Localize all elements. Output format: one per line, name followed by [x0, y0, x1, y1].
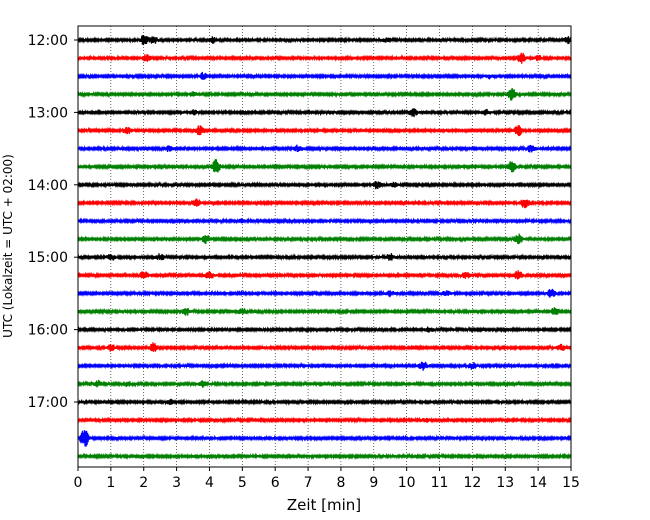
x-axis-ticks: 0 1 2 3 4 5 6 7 8 9 10 11 12 13 14 15	[74, 467, 580, 491]
seismogram-trace	[77, 288, 572, 298]
x-tick-label: 13	[496, 475, 514, 491]
seismogram-trace	[77, 125, 572, 137]
seismogram-trace	[77, 253, 572, 262]
seismogram-trace	[77, 88, 572, 101]
seismogram-trace	[77, 452, 572, 461]
x-tick-label: 6	[271, 475, 280, 491]
y-tick-label: 13:00	[28, 105, 68, 121]
seismogram-trace	[77, 325, 572, 334]
seismogram-trace	[77, 35, 572, 46]
y-tick-label: 16:00	[28, 323, 68, 339]
y-tick-label: 15:00	[28, 250, 68, 266]
y-axis-title: UTC (Lokalzeit = UTC + 02:00)	[1, 154, 15, 338]
x-tick-label: 11	[431, 475, 449, 491]
plot-frame	[77, 25, 572, 468]
seismogram-trace	[77, 342, 572, 352]
seismogram-trace	[77, 144, 572, 153]
x-tick-label: 8	[336, 475, 345, 491]
x-tick-label: 4	[205, 475, 214, 491]
y-tick-label: 17:00	[28, 395, 68, 411]
seismogram-trace	[77, 379, 572, 388]
seismogram-trace	[77, 430, 572, 447]
seismogram-trace	[77, 398, 572, 406]
seismogram-trace	[77, 198, 572, 209]
seismogram-trace	[77, 52, 572, 64]
seismogram-trace	[77, 270, 572, 280]
y-axis-ticks: 12:00 13:00 14:00 15:00 16:00 17:00	[28, 33, 78, 411]
x-tick-label: 3	[172, 475, 181, 491]
x-tick-label: 10	[398, 475, 416, 491]
y-tick-label: 14:00	[28, 178, 68, 194]
seismogram-trace	[77, 180, 572, 190]
x-tick-label: 15	[562, 475, 580, 491]
x-tick-label: 2	[139, 475, 148, 491]
seismogram-trace	[77, 307, 572, 316]
seismogram-trace	[77, 159, 572, 173]
x-tick-label: 5	[238, 475, 247, 491]
seismogram-trace	[77, 233, 572, 245]
seismogram-trace	[77, 108, 572, 118]
x-tick-label: 14	[529, 475, 547, 491]
x-tick-label: 9	[369, 475, 378, 491]
seismogram-traces	[77, 35, 572, 461]
x-axis-title: Zeit [min]	[287, 496, 361, 514]
y-tick-label: 12:00	[28, 33, 68, 49]
seismogram-trace	[77, 361, 572, 371]
x-tick-label: 0	[74, 475, 83, 491]
x-tick-label: 1	[106, 475, 115, 491]
x-tick-label: 7	[304, 475, 313, 491]
seismogram-trace	[77, 416, 572, 424]
seismogram-trace	[77, 71, 572, 80]
x-tick-label: 12	[463, 475, 481, 491]
seismogram-trace	[77, 217, 572, 225]
